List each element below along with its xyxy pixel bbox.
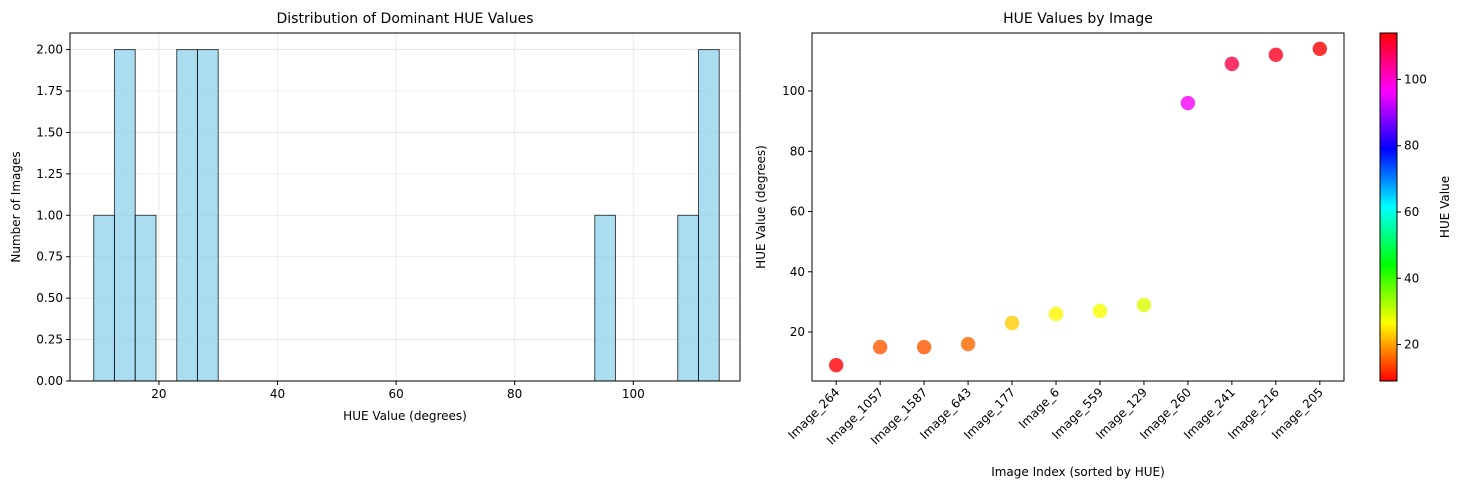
scatter-point: [1092, 303, 1108, 319]
scatter-point: [1136, 297, 1152, 313]
histogram-bar: [134, 214, 157, 382]
scatter-point: [1180, 95, 1196, 111]
colorbar-tick-label: 20: [1404, 338, 1419, 352]
colorbar-label: HUE Value: [1438, 176, 1452, 238]
scatter-chart: Image_264Image_1057Image_1587Image_643Im…: [754, 11, 1345, 479]
scatter-y-ticks: 20 40 60 80 100: [782, 84, 812, 339]
scatter-point: [872, 339, 888, 355]
histogram-y-tick-label: 1.50: [36, 125, 63, 139]
histogram-y-ticks: 0.00 0.25 0.50 0.75 1.00 1.25 1.50 1.75 2.00: [36, 43, 70, 388]
scatter-y-tick-label: 60: [790, 205, 805, 219]
histogram-bar: [677, 214, 699, 382]
scatter-point: [1268, 47, 1284, 63]
histogram-frame: [69, 32, 741, 382]
histogram-y-tick-label: 0.25: [36, 333, 63, 347]
histogram-y-tick-label: 0.75: [36, 250, 63, 264]
scatter-point: [916, 339, 932, 355]
histogram-bar: [594, 214, 616, 382]
scatter-x-ticks: Image_264Image_1057Image_1587Image_643Im…: [785, 381, 1326, 448]
histogram-grid: [70, 33, 740, 382]
histogram-bar: [176, 49, 198, 382]
histogram-y-tick-label: 0.00: [36, 374, 63, 388]
scatter-point: [1312, 41, 1328, 57]
histogram-y-tick-label: 2.00: [36, 43, 63, 57]
histogram-chart: 20 40 60 80 100 0.00 0.25 0.50 0.75 1.00 1.25 1.50…: [9, 11, 741, 423]
scatter-point: [1224, 56, 1240, 72]
scatter-x-tick-label: Image_6: [1016, 385, 1062, 431]
histogram-x-label: HUE Value (degrees): [343, 409, 467, 423]
scatter-title: HUE Values by Image: [1003, 11, 1153, 27]
scatter-y-label: HUE Value (degrees): [754, 145, 768, 269]
histogram-x-tick-label: 60: [388, 387, 403, 401]
histogram-bar: [113, 49, 136, 382]
colorbar-tick-label: 80: [1404, 139, 1419, 153]
colorbar-ticks: 20 40 60 80 100: [1397, 72, 1427, 352]
scatter-points: [828, 41, 1328, 373]
histogram-y-tick-label: 1.75: [36, 84, 63, 98]
colorbar-tick-label: 40: [1404, 271, 1419, 285]
scatter-x-label: Image Index (sorted by HUE): [991, 465, 1165, 479]
scatter-point: [828, 357, 844, 373]
histogram-bar: [697, 49, 720, 382]
scatter-frame: [811, 32, 1345, 382]
scatter-y-tick-label: 100: [782, 84, 805, 98]
histogram-x-tick-label: 20: [151, 387, 166, 401]
scatter-y-tick-label: 20: [790, 325, 805, 339]
histogram-x-tick-label: 100: [622, 387, 645, 401]
histogram-x-ticks: 20 40 60 80 100: [151, 381, 645, 401]
histogram-bar: [196, 49, 219, 382]
scatter-y-tick-label: 80: [790, 144, 805, 158]
colorbar-tick-label: 100: [1404, 72, 1427, 86]
scatter-point: [1004, 315, 1020, 331]
histogram-title: Distribution of Dominant HUE Values: [276, 11, 533, 27]
histogram-y-label: Number of Images: [9, 151, 23, 262]
colorbar-gradient: [1379, 32, 1398, 382]
scatter-y-tick-label: 40: [790, 265, 805, 279]
scatter-point: [960, 336, 976, 352]
histogram-bar: [93, 214, 115, 382]
scatter-point: [1048, 306, 1064, 322]
histogram-x-tick-label: 40: [270, 387, 285, 401]
histogram-y-tick-label: 0.50: [36, 291, 63, 305]
histogram-y-tick-label: 1.00: [36, 208, 63, 222]
colorbar-tick-label: 60: [1404, 205, 1419, 219]
histogram-x-tick-label: 80: [507, 387, 522, 401]
histogram-y-tick-label: 1.25: [36, 167, 63, 181]
colorbar: 20 40 60 80 100 HUE Value: [1379, 32, 1452, 382]
